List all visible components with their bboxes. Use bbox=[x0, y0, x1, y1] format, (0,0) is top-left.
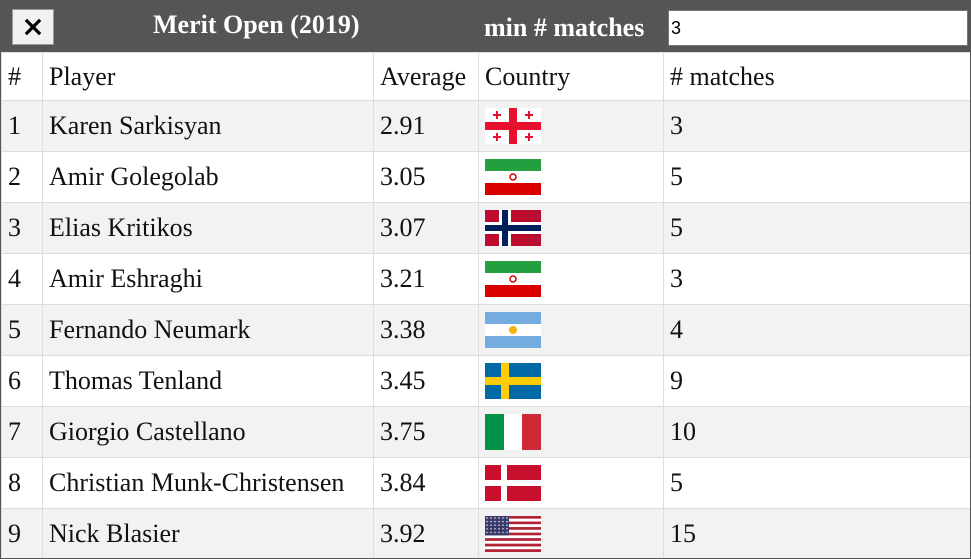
table-row[interactable]: 2 Amir Golegolab 3.05 5 bbox=[1, 151, 970, 203]
average-cell: 3.38 bbox=[373, 304, 479, 356]
argentina-flag bbox=[485, 312, 541, 348]
rank-cell: 7 bbox=[1, 406, 43, 458]
table-row[interactable]: 7 Giorgio Castellano 3.75 10 bbox=[1, 406, 970, 458]
min-matches-label: min # matches bbox=[484, 13, 645, 42]
country-flag-cell bbox=[478, 508, 664, 558]
rank-cell: 2 bbox=[1, 151, 43, 203]
table-row[interactable]: 8 Christian Munk-Christensen 3.84 5 bbox=[1, 457, 970, 509]
average-cell: 3.92 bbox=[373, 508, 479, 558]
results-table: # Player Average Country # matches 1 Kare… bbox=[1, 52, 970, 558]
column-header-country[interactable]: Country bbox=[478, 52, 664, 101]
rank-cell: 1 bbox=[1, 100, 43, 152]
player-name-cell: Elias Kritikos bbox=[42, 202, 374, 254]
page-title: Merit Open (2019) bbox=[153, 10, 360, 39]
matches-cell: 4 bbox=[663, 304, 970, 356]
usa-flag bbox=[485, 516, 541, 552]
average-cell: 2.91 bbox=[373, 100, 479, 152]
country-flag-cell bbox=[478, 253, 664, 305]
country-flag-cell bbox=[478, 406, 664, 458]
close-icon bbox=[24, 18, 42, 36]
player-name-cell: Amir Eshraghi bbox=[42, 253, 374, 305]
country-flag-cell bbox=[478, 355, 664, 407]
column-header-rank[interactable]: # bbox=[1, 52, 43, 101]
player-name-cell: Thomas Tenland bbox=[42, 355, 374, 407]
average-cell: 3.21 bbox=[373, 253, 479, 305]
average-cell: 3.07 bbox=[373, 202, 479, 254]
country-flag-cell bbox=[478, 304, 664, 356]
average-cell: 3.05 bbox=[373, 151, 479, 203]
column-header-average[interactable]: Average bbox=[373, 52, 479, 101]
header-row: # Player Average Country # matches bbox=[1, 52, 970, 101]
rank-cell: 3 bbox=[1, 202, 43, 254]
average-cell: 3.75 bbox=[373, 406, 479, 458]
country-flag-cell bbox=[478, 202, 664, 254]
matches-cell: 3 bbox=[663, 100, 970, 152]
rank-cell: 6 bbox=[1, 355, 43, 407]
close-button[interactable] bbox=[12, 9, 54, 45]
average-cell: 3.84 bbox=[373, 457, 479, 509]
sweden-flag bbox=[485, 363, 541, 399]
matches-cell: 9 bbox=[663, 355, 970, 407]
rank-cell: 4 bbox=[1, 253, 43, 305]
matches-cell: 15 bbox=[663, 508, 970, 558]
matches-cell: 3 bbox=[663, 253, 970, 305]
player-name-cell: Karen Sarkisyan bbox=[42, 100, 374, 152]
player-name-cell: Christian Munk-Christensen bbox=[42, 457, 374, 509]
player-name-cell: Nick Blasier bbox=[42, 508, 374, 558]
matches-cell: 10 bbox=[663, 406, 970, 458]
matches-cell: 5 bbox=[663, 457, 970, 509]
player-name-cell: Amir Golegolab bbox=[42, 151, 374, 203]
matches-cell: 5 bbox=[663, 202, 970, 254]
table-row[interactable]: 9 Nick Blasier 3.92 15 bbox=[1, 508, 970, 558]
matches-cell: 5 bbox=[663, 151, 970, 203]
header-bar: Merit Open (2019) min # matches bbox=[1, 1, 970, 52]
table-row[interactable]: 5 Fernando Neumark 3.38 4 bbox=[1, 304, 970, 356]
column-header-player[interactable]: Player bbox=[42, 52, 374, 101]
iran-flag bbox=[485, 159, 541, 195]
rank-cell: 8 bbox=[1, 457, 43, 509]
player-name-cell: Fernando Neumark bbox=[42, 304, 374, 356]
player-name-cell: Giorgio Castellano bbox=[42, 406, 374, 458]
table-row[interactable]: 4 Amir Eshraghi 3.21 3 bbox=[1, 253, 970, 305]
country-flag-cell bbox=[478, 100, 664, 152]
min-matches-input[interactable] bbox=[668, 10, 968, 46]
column-header-matches[interactable]: # matches bbox=[663, 52, 970, 101]
table-row[interactable]: 6 Thomas Tenland 3.45 9 bbox=[1, 355, 970, 407]
table-row[interactable]: 1 Karen Sarkisyan 2.91 3 bbox=[1, 100, 970, 152]
italy-flag bbox=[485, 414, 541, 450]
iran-flag bbox=[485, 261, 541, 297]
country-flag-cell bbox=[478, 457, 664, 509]
denmark-flag bbox=[485, 465, 541, 501]
average-cell: 3.45 bbox=[373, 355, 479, 407]
rank-cell: 9 bbox=[1, 508, 43, 558]
country-flag-cell bbox=[478, 151, 664, 203]
table-row[interactable]: 3 Elias Kritikos 3.07 5 bbox=[1, 202, 970, 254]
rank-cell: 5 bbox=[1, 304, 43, 356]
norway-flag bbox=[485, 210, 541, 246]
georgia-flag bbox=[485, 108, 541, 144]
